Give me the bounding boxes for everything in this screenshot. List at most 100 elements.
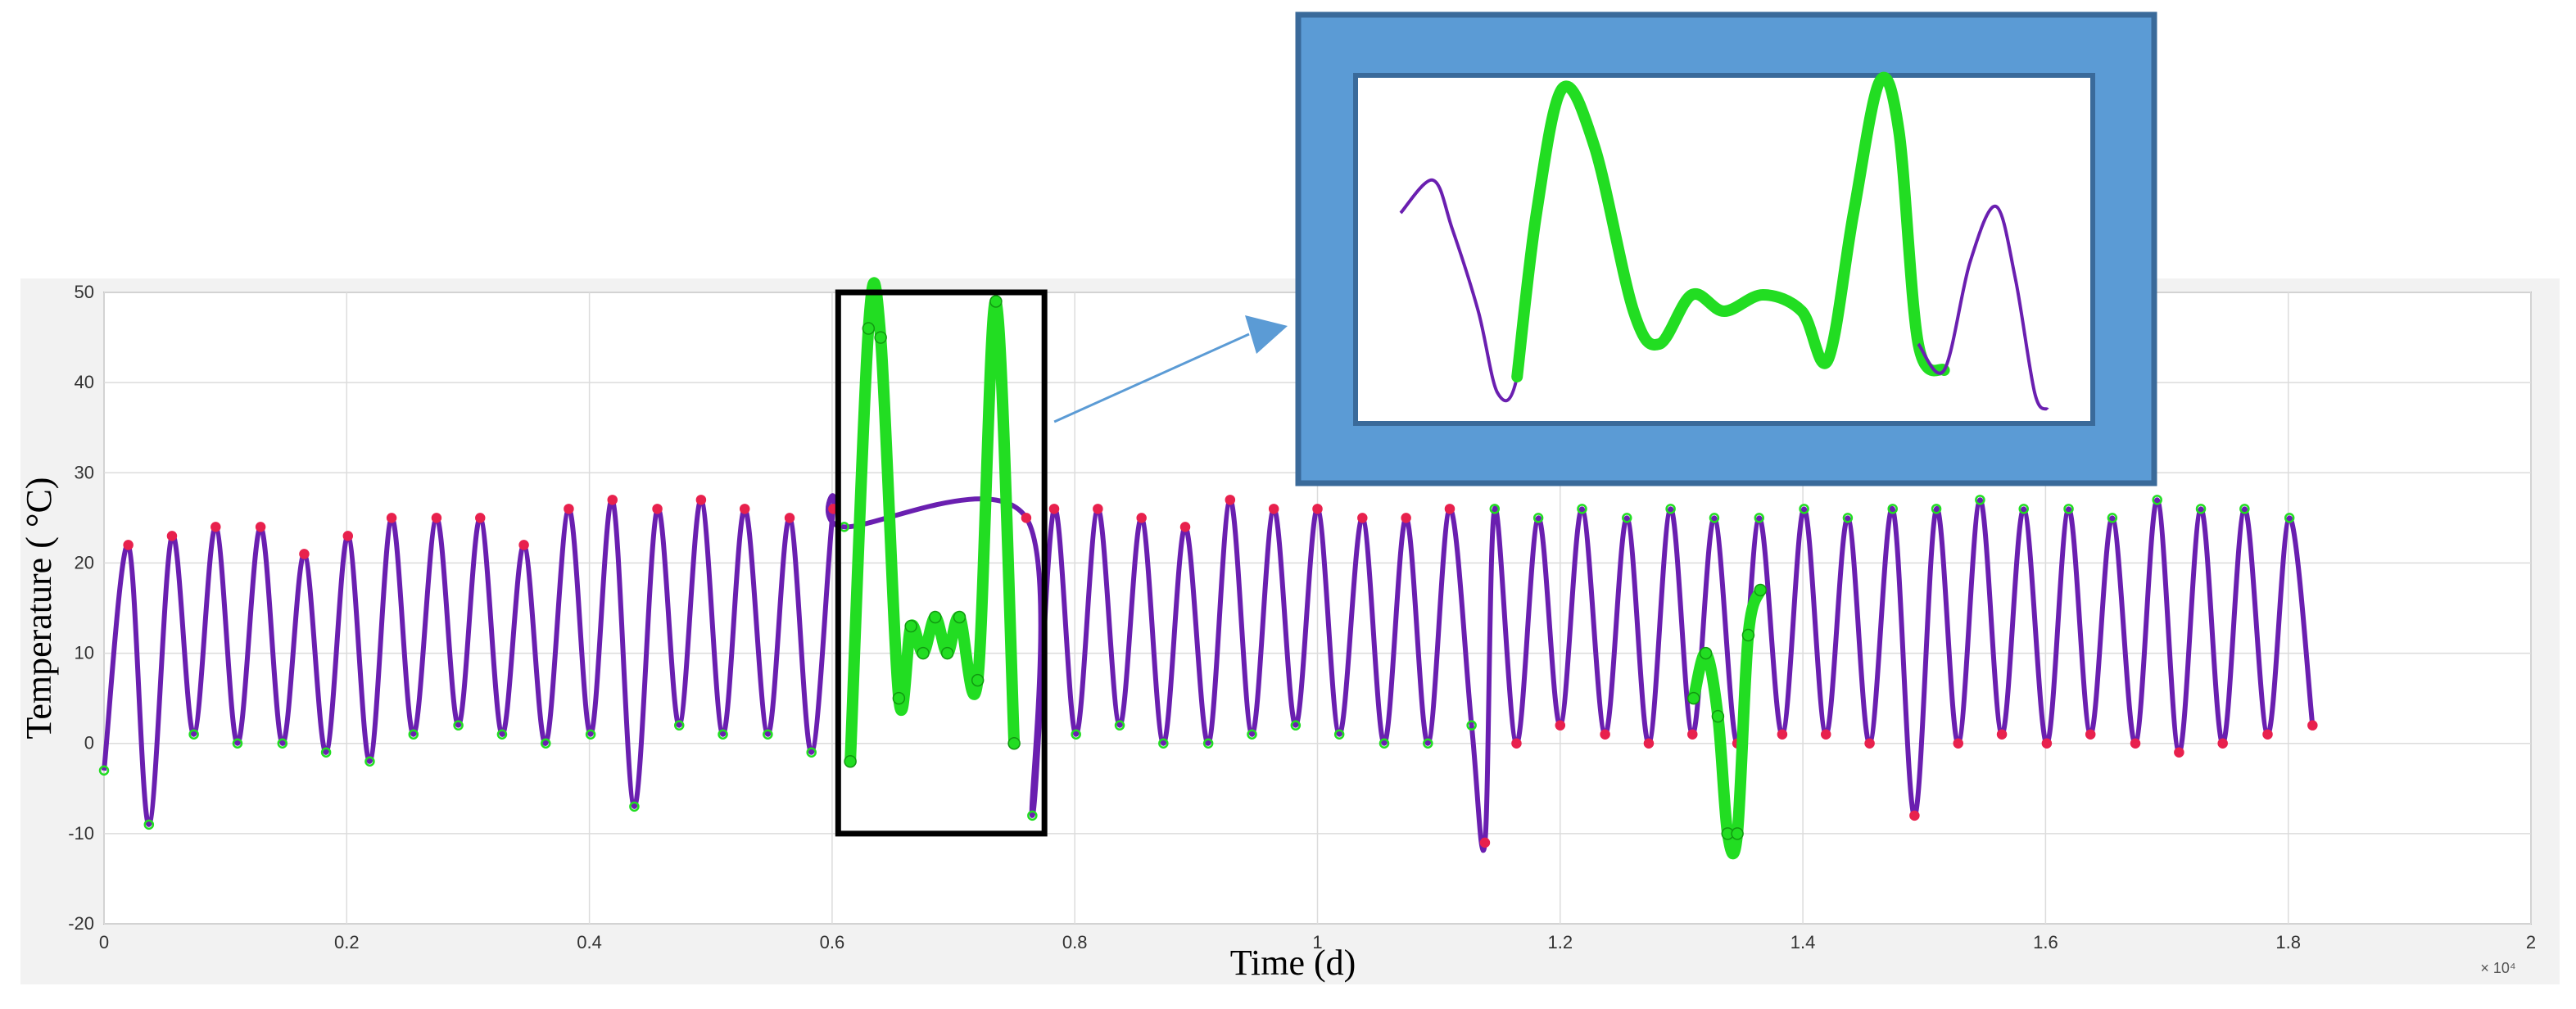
data-point-observed	[1511, 738, 1522, 749]
data-point-observed	[1423, 738, 1433, 749]
data-point-observed	[1136, 513, 1147, 523]
x-tick-label: 0.2	[334, 932, 360, 952]
data-point-observed	[695, 495, 707, 505]
data-point-observed	[1357, 513, 1368, 523]
data-point-observed	[211, 522, 221, 532]
data-point-observed	[2085, 729, 2096, 740]
data-point-observed	[1975, 495, 1985, 505]
data-point-observed	[143, 819, 155, 830]
data-point-highlight-window	[874, 331, 887, 344]
data-point-observed	[1799, 504, 1809, 514]
data-point-observed	[1021, 513, 1032, 523]
data-point-observed	[1071, 729, 1081, 740]
x-exponent-label: × 10⁴	[2480, 960, 2515, 976]
data-point-observed	[806, 747, 817, 758]
data-point-observed	[1158, 738, 1169, 749]
data-point-observed	[1687, 729, 1698, 740]
y-tick-label: 30	[75, 462, 94, 482]
data-point-observed	[784, 513, 795, 523]
x-tick-label: 0	[99, 932, 109, 952]
data-point-highlight-dip	[1741, 628, 1755, 642]
data-point-highlight-dip	[1711, 709, 1725, 723]
data-point-observed	[1909, 810, 1920, 821]
x-tick-label: 0.6	[820, 932, 845, 952]
data-point-observed	[1887, 504, 1898, 514]
data-point-observed	[408, 729, 419, 740]
y-tick-label: 0	[84, 733, 94, 753]
data-point-observed	[1820, 729, 1831, 740]
x-tick-label: 1.2	[1548, 932, 1573, 952]
y-tick-label: -10	[68, 823, 94, 844]
data-point-observed	[1643, 738, 1655, 749]
data-point-observed	[1600, 729, 1610, 740]
data-point-observed	[277, 738, 288, 749]
data-point-observed	[629, 801, 640, 812]
data-point-observed	[1555, 720, 1566, 731]
data-point-highlight-dip	[1687, 691, 1700, 705]
data-point-observed	[2063, 504, 2074, 514]
data-point-observed	[1709, 513, 1720, 523]
data-point-observed	[718, 729, 728, 740]
data-point-highlight-window	[844, 754, 857, 768]
data-point-observed	[496, 729, 508, 740]
zoom-inset-panel	[1353, 73, 2095, 426]
data-point-observed	[673, 720, 685, 731]
x-tick-label: 2	[2526, 932, 2536, 952]
data-point-observed	[1842, 513, 1854, 523]
data-point-observed	[518, 540, 529, 550]
data-point-observed	[1577, 504, 1587, 514]
y-axis-title: Temperature ( °C)	[19, 477, 59, 740]
data-point-observed	[98, 765, 110, 776]
x-tick-label: 1.4	[1791, 932, 1816, 952]
data-point-observed	[2284, 513, 2295, 523]
data-point-observed	[320, 747, 332, 758]
data-point-observed	[1931, 504, 1942, 514]
data-point-observed	[1179, 522, 1191, 532]
data-point-highlight-window	[862, 322, 876, 335]
data-point-highlight-dip	[1754, 583, 1767, 597]
data-point-observed	[1864, 738, 1875, 749]
data-point-observed	[564, 504, 574, 514]
data-point-observed	[386, 513, 397, 523]
data-point-observed	[1202, 738, 1214, 749]
zoom-series-highlight	[1511, 71, 1950, 382]
data-point-observed	[1290, 720, 1302, 731]
data-point-observed	[1996, 729, 2008, 740]
data-point-highlight-dip	[1699, 646, 1713, 660]
zoom-arrow-head	[1245, 315, 1288, 354]
data-point-observed	[2217, 738, 2228, 749]
x-tick-label: 1.8	[2275, 932, 2301, 952]
data-point-observed	[652, 504, 663, 514]
data-point-observed	[475, 513, 486, 523]
data-point-observed	[364, 756, 375, 767]
x-tick-label: 0.8	[1062, 932, 1088, 952]
data-point-observed	[1048, 504, 1060, 514]
y-tick-label: 20	[75, 552, 94, 572]
data-point-observed	[1444, 504, 1456, 514]
data-point-observed	[1268, 504, 1279, 514]
data-point-observed	[2041, 738, 2053, 749]
data-point-observed	[299, 549, 310, 559]
data-point-observed	[2130, 738, 2141, 749]
data-point-observed	[431, 513, 442, 523]
data-point-observed	[232, 738, 243, 749]
data-point-observed	[1114, 720, 1125, 731]
data-point-observed	[1312, 504, 1323, 514]
data-point-observed	[1027, 810, 1038, 821]
data-point-observed	[1532, 513, 1544, 523]
data-point-highlight-window	[892, 691, 906, 705]
y-tick-label: 40	[75, 372, 94, 392]
data-point-observed	[1622, 513, 1632, 523]
data-point-observed	[2239, 504, 2250, 514]
data-point-observed	[1225, 495, 1236, 505]
data-point-observed	[1401, 513, 1411, 523]
y-tick-label: 50	[75, 282, 94, 302]
data-point-observed	[2195, 504, 2207, 514]
data-point-observed	[1665, 504, 1676, 514]
data-point-observed	[607, 495, 618, 505]
data-point-observed	[1777, 729, 1788, 740]
data-point-observed	[123, 540, 134, 550]
highlight-box	[835, 289, 1048, 837]
y-tick-label: 10	[75, 643, 94, 663]
